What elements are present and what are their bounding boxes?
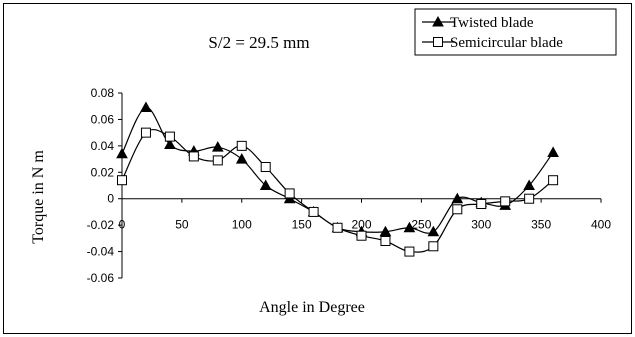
y-tick-label: 0: [107, 192, 114, 206]
data-point: [379, 225, 392, 237]
x-tick-label: 350: [531, 218, 551, 232]
line-chart: 0.08 0.06 0.04 0.02 0 -0.02 -0.04 -0.06 0 50 100 15…: [30, 8, 617, 316]
y-tick-label: 0.06: [91, 112, 115, 126]
legend-item: Semicircular blade: [422, 35, 563, 51]
data-point: [403, 221, 416, 233]
data-point: [116, 147, 128, 159]
data-point: [140, 101, 152, 113]
chart-area: 0.08 0.06 0.04 0.02 0 -0.02 -0.04 -0.06 0 50 100 15…: [3, 3, 632, 334]
data-point: [259, 179, 272, 190]
data-point: [380, 236, 391, 246]
y-tick-label: 0.04: [91, 139, 115, 153]
data-point: [451, 192, 464, 204]
data-point: [236, 140, 247, 151]
series-layer: [116, 101, 559, 257]
x-tick-label: 100: [232, 218, 252, 232]
data-point: [427, 225, 440, 237]
legend-label: Twisted blade: [450, 15, 534, 31]
y-axis-label: Torque in N m: [30, 150, 47, 244]
data-point: [500, 196, 511, 207]
data-point: [260, 162, 271, 172]
y-tick-label: -0.04: [87, 245, 115, 259]
data-point: [524, 193, 535, 204]
series-line: [121, 106, 554, 234]
data-point: [404, 246, 415, 257]
data-point: [452, 204, 463, 215]
data-point: [212, 155, 223, 166]
data-point: [476, 199, 487, 209]
data-point: [308, 206, 319, 217]
data-point: [140, 127, 151, 138]
data-point: [117, 175, 127, 186]
y-tick-label: 0.08: [91, 86, 115, 100]
y-tick-label: 0.02: [91, 165, 115, 179]
series-1: [117, 127, 559, 257]
legend-marker: [432, 15, 444, 27]
legend: Twisted blade Semicircular blade: [414, 8, 617, 56]
data-point: [523, 179, 535, 190]
x-tick-label: 0: [119, 218, 126, 232]
legend-label: Semicircular blade: [450, 35, 563, 51]
legend-marker: [433, 37, 443, 47]
x-tick-label: 200: [351, 218, 371, 232]
data-point: [284, 188, 295, 199]
y-tick-label: -0.06: [87, 271, 115, 285]
series-line: [121, 129, 554, 253]
axes: 0.08 0.06 0.04 0.02 0 -0.02 -0.04 -0.06 0 50 100 15…: [87, 86, 612, 285]
x-tick-label: 50: [175, 218, 189, 232]
series-0: [116, 101, 559, 237]
data-point: [428, 241, 439, 252]
data-point: [332, 222, 343, 233]
x-tick-label: 150: [292, 218, 312, 232]
data-point: [547, 146, 559, 157]
data-point: [548, 175, 559, 186]
x-tick-label: 400: [591, 218, 611, 232]
legend-item: Twisted blade: [422, 15, 534, 31]
y-tick-label: -0.02: [87, 218, 115, 232]
x-axis-label: Angle in Degree: [259, 299, 365, 316]
data-point: [235, 153, 248, 164]
chart-annotation: S/2 = 29.5 mm: [208, 33, 309, 52]
data-point: [356, 230, 367, 241]
data-point: [164, 131, 175, 142]
legend-box: [414, 8, 617, 56]
data-point: [211, 141, 224, 152]
data-point: [188, 151, 199, 162]
x-tick-label: 250: [411, 218, 431, 232]
x-tick-label: 300: [471, 218, 491, 232]
data-point: [164, 138, 176, 150]
